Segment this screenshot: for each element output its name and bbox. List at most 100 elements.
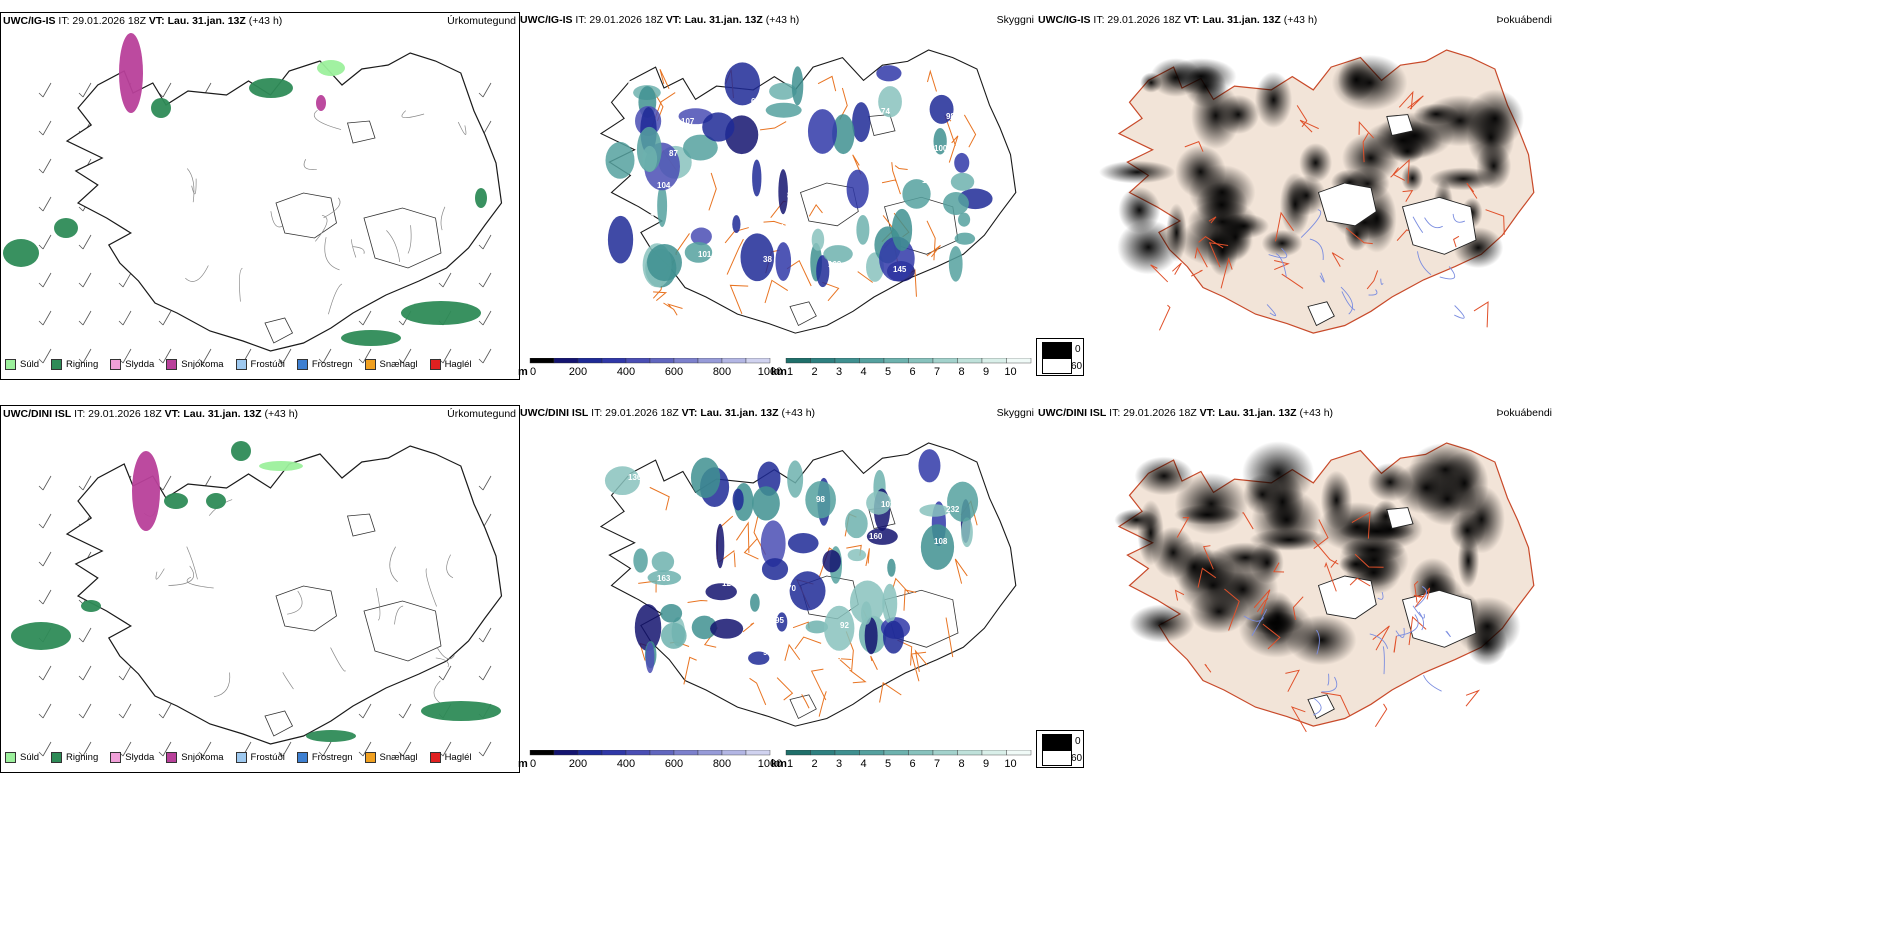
wind-barb bbox=[38, 358, 44, 364]
road-line bbox=[945, 617, 954, 658]
legend-item: Súld bbox=[5, 359, 39, 370]
cloud-area bbox=[805, 620, 829, 634]
cloud-area bbox=[634, 604, 662, 652]
cloud-area bbox=[646, 243, 682, 282]
wind-barb bbox=[82, 703, 92, 719]
cloud-area bbox=[705, 583, 737, 601]
colorbar-cell bbox=[625, 750, 651, 756]
road-line bbox=[1473, 301, 1489, 328]
fog-area bbox=[1218, 213, 1270, 239]
precip-legend: Súld Rigning Slydda Snjókoma Frostúði Frostre… bbox=[5, 359, 484, 370]
road-line bbox=[810, 668, 827, 701]
cloud-area bbox=[651, 551, 675, 573]
road-line bbox=[742, 622, 755, 633]
height-tick: 600 bbox=[665, 758, 683, 770]
road-line bbox=[303, 159, 317, 170]
wind-barb bbox=[402, 348, 412, 364]
colorbar-cell bbox=[529, 750, 555, 756]
wind-barb bbox=[82, 741, 92, 757]
wind-barb bbox=[78, 282, 84, 288]
cloud-base-label: 98 bbox=[816, 495, 825, 504]
legend-swatch bbox=[235, 752, 247, 763]
visibility-unit: km bbox=[771, 758, 787, 770]
visibility-tick: 10 bbox=[1004, 366, 1016, 378]
road-line bbox=[1351, 511, 1371, 539]
precip-map-row2 bbox=[11, 441, 503, 757]
visibility-tick: 9 bbox=[983, 758, 989, 770]
wind-barb bbox=[482, 82, 492, 98]
glacier-outline bbox=[346, 120, 376, 144]
wind-barb bbox=[82, 272, 92, 288]
legend-item: Snæhagl bbox=[364, 752, 418, 763]
road-line bbox=[407, 225, 412, 254]
colorbar-cell bbox=[601, 358, 627, 364]
wind-barb bbox=[398, 713, 404, 719]
cloud-base-label: 232 bbox=[946, 505, 960, 514]
road-line bbox=[743, 537, 759, 560]
wind-barb bbox=[82, 348, 92, 364]
height-tick: 0 bbox=[530, 366, 536, 378]
glacier-outline bbox=[275, 192, 337, 239]
road-line bbox=[1204, 663, 1212, 673]
legend-item: Slydda bbox=[110, 359, 154, 370]
road-line bbox=[1354, 553, 1384, 568]
cloud-area bbox=[866, 491, 892, 515]
road-line bbox=[386, 230, 401, 262]
wind-barb bbox=[78, 637, 84, 643]
colorbar-cell bbox=[721, 750, 747, 756]
cloud-base-label: 38 bbox=[763, 255, 772, 264]
road-line bbox=[729, 284, 749, 315]
wind-barb bbox=[122, 665, 132, 681]
cloud-area bbox=[918, 449, 941, 483]
river-line bbox=[1327, 673, 1330, 686]
wind-barb bbox=[278, 358, 284, 364]
legend-label: Frostregn bbox=[311, 359, 353, 370]
road-line bbox=[436, 646, 455, 660]
wind-barb bbox=[398, 358, 404, 364]
legend-swatch bbox=[51, 359, 63, 370]
panel-label: Úrkomutegund bbox=[447, 15, 516, 27]
road-line bbox=[784, 643, 801, 661]
wind-barb bbox=[158, 320, 164, 326]
road-line bbox=[191, 178, 197, 195]
road-line bbox=[1408, 616, 1427, 646]
wind-barb bbox=[282, 741, 292, 757]
visibility-tick: 4 bbox=[860, 366, 866, 378]
wind-barb bbox=[78, 92, 84, 98]
road-line bbox=[330, 647, 346, 672]
wind-barb bbox=[162, 348, 172, 364]
wind-barb bbox=[122, 741, 132, 757]
colorbar-cell bbox=[785, 750, 811, 756]
road-line bbox=[870, 655, 878, 670]
road-line bbox=[1220, 257, 1233, 289]
wind-barb bbox=[82, 234, 92, 250]
legend-item: Frostúði bbox=[235, 752, 285, 763]
wind-barb bbox=[478, 751, 484, 757]
wind-barb bbox=[162, 703, 172, 719]
wind-barb bbox=[442, 665, 452, 681]
road-line bbox=[1184, 141, 1204, 152]
cloud-base-label: 78 bbox=[840, 228, 849, 237]
wind-barb bbox=[162, 310, 172, 326]
river-line bbox=[1395, 627, 1405, 638]
colorbar-cell bbox=[785, 358, 811, 364]
precip-area bbox=[54, 218, 78, 238]
cloud-base-label: 167 bbox=[869, 139, 883, 148]
cloud-area bbox=[950, 172, 975, 191]
cloud-area bbox=[778, 169, 788, 215]
precip-area bbox=[132, 451, 160, 531]
legend-swatch bbox=[110, 359, 122, 370]
road-line bbox=[1174, 589, 1185, 601]
wind-barb bbox=[42, 475, 52, 491]
cloud-area bbox=[789, 571, 826, 611]
wind-barb bbox=[78, 206, 84, 212]
wind-barb bbox=[42, 272, 52, 288]
colorbar-cell bbox=[883, 750, 909, 756]
road-line bbox=[1330, 559, 1338, 568]
wind-barb bbox=[358, 751, 364, 757]
legend-item: Frostregn bbox=[296, 359, 353, 370]
cloud-area bbox=[805, 481, 836, 519]
cloud-area bbox=[920, 524, 955, 570]
legend-label: Haglél bbox=[444, 359, 472, 370]
road-line bbox=[1402, 190, 1414, 202]
